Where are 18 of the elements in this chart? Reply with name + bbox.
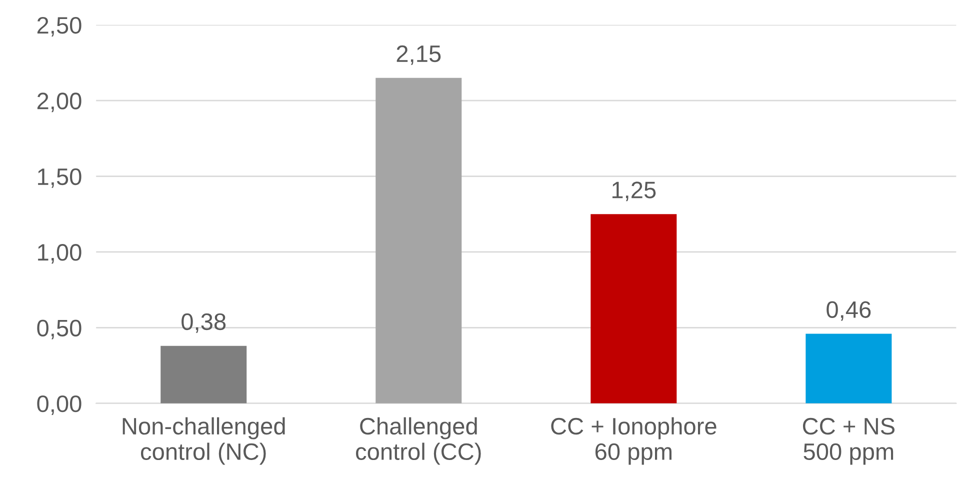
- bar: [806, 334, 892, 404]
- x-tick-label: CC + Ionophore 60 ppm: [551, 417, 716, 465]
- y-tick-label: 0,50: [37, 320, 82, 340]
- y-tick-label: 2,00: [37, 92, 82, 112]
- y-tick-label: 2,50: [37, 16, 82, 36]
- bar: [590, 214, 677, 404]
- data-label: 0,46: [826, 301, 871, 321]
- x-tick-label: Non-challenged control (NC): [122, 417, 285, 465]
- y-tick-label: 0,00: [37, 395, 82, 415]
- x-tick-label: CC + NS 500 ppm: [802, 418, 895, 465]
- data-label: 1,25: [612, 182, 656, 202]
- y-tick-label: 1,00: [38, 244, 82, 264]
- data-label: 0,38: [182, 313, 226, 333]
- y-tick-label: 1,50: [38, 168, 82, 188]
- x-tick-label: Challenged control (CC): [356, 417, 481, 465]
- bar: [376, 78, 462, 404]
- bar: [160, 346, 247, 404]
- data-label: 2,15: [396, 45, 441, 65]
